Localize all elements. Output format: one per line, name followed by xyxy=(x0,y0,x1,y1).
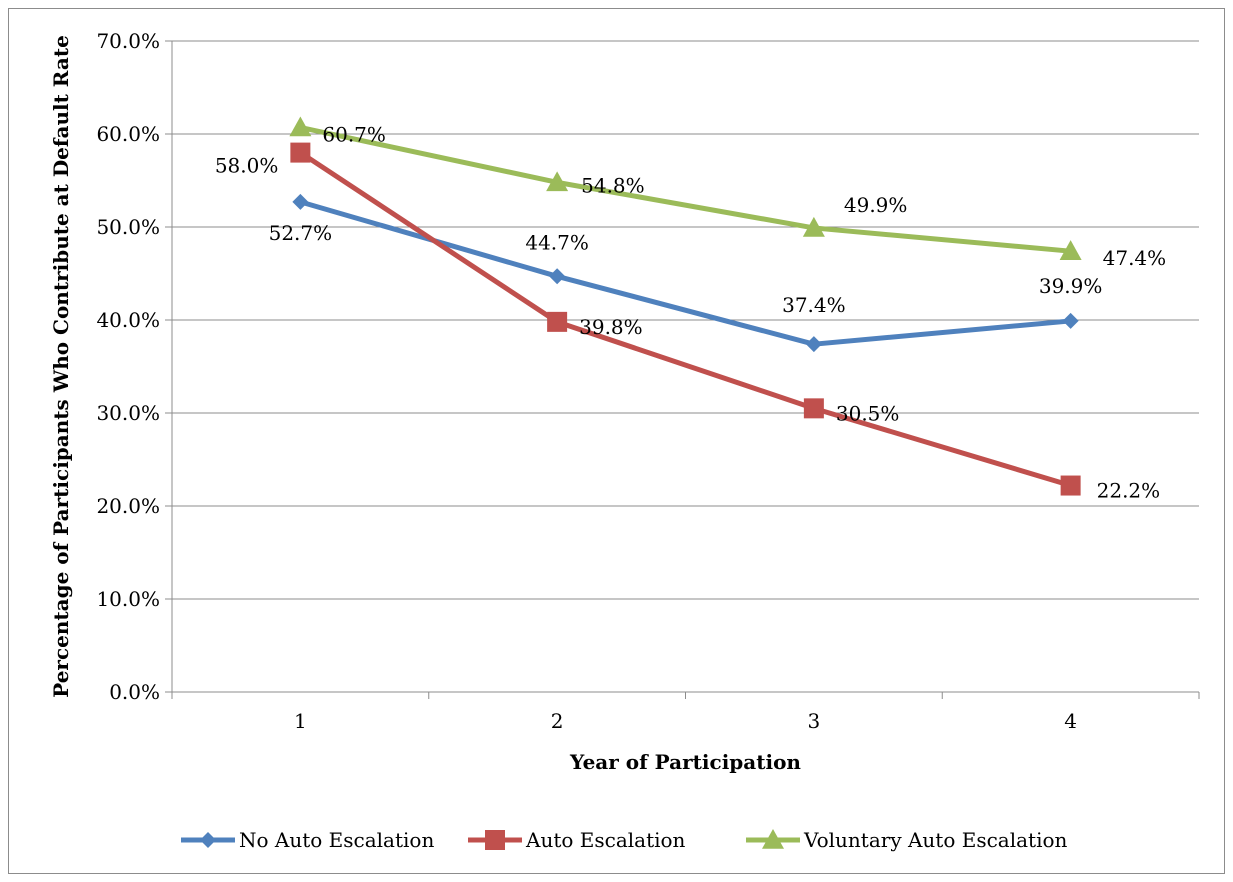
data-label: 39.8% xyxy=(579,315,643,339)
x-axis-ticks: 1 2 3 4 xyxy=(171,692,1200,733)
legend-marker xyxy=(485,830,505,850)
data-label: 47.4% xyxy=(1103,246,1167,270)
y-axis-ticks: 0.0% 10.0% 20.0% 30.0% 40.0% 50.0% 60.0% 70.0% xyxy=(96,29,172,704)
series-line xyxy=(297,150,1074,489)
y-tick-label: 30.0% xyxy=(96,401,160,425)
data-label: 60.7% xyxy=(322,122,386,146)
y-tick-label: 0.0% xyxy=(109,680,160,704)
data-label: 30.5% xyxy=(836,401,900,425)
legend-item: Auto Escalation xyxy=(468,828,686,852)
data-point xyxy=(805,336,822,353)
gridlines xyxy=(172,40,1199,600)
x-tick-label: 4 xyxy=(1064,709,1077,733)
x-tick-label: 2 xyxy=(551,709,564,733)
y-tick-label: 20.0% xyxy=(96,494,160,518)
legend-item: No Auto Escalation xyxy=(181,828,434,852)
data-label: 22.2% xyxy=(1097,479,1161,503)
x-tick-label: 1 xyxy=(294,709,307,733)
series-voluntary-auto-escalation xyxy=(289,116,1082,260)
legend: No Auto Escalation Auto Escalation Volunta… xyxy=(181,828,1068,852)
x-axis-title: Year of Participation xyxy=(569,750,801,774)
series-layer xyxy=(289,116,1082,496)
data-point xyxy=(803,398,824,419)
data-label: 52.7% xyxy=(269,221,333,245)
y-tick-label: 10.0% xyxy=(96,587,160,611)
legend-item: Voluntary Auto Escalation xyxy=(746,828,1068,852)
data-label: 37.4% xyxy=(782,293,846,317)
series-line xyxy=(297,124,1074,254)
data-point xyxy=(549,268,566,285)
data-point xyxy=(1059,240,1082,260)
legend-label: Voluntary Auto Escalation xyxy=(803,828,1068,852)
series-auto-escalation xyxy=(290,142,1081,496)
data-point xyxy=(802,216,825,237)
data-point xyxy=(290,142,311,163)
legend-label: Auto Escalation xyxy=(525,828,686,852)
x-tick-label: 3 xyxy=(808,709,821,733)
data-label: 49.9% xyxy=(844,193,908,217)
y-tick-label: 40.0% xyxy=(96,308,160,332)
data-label: 54.8% xyxy=(581,173,645,197)
data-labels: 52.7% 44.7% 37.4% 39.9% 58.0% 39.8% 30.5% 22.2%… xyxy=(215,122,1166,502)
data-point xyxy=(547,311,568,332)
legend-marker xyxy=(762,829,784,849)
series-no-auto-escalation xyxy=(292,193,1079,353)
data-point xyxy=(1062,312,1079,329)
chart-frame xyxy=(8,8,1225,874)
series-line xyxy=(297,199,1074,347)
data-point xyxy=(546,171,569,192)
y-tick-label: 50.0% xyxy=(96,215,160,239)
y-tick-label: 70.0% xyxy=(96,29,160,53)
y-tick-label: 60.0% xyxy=(96,122,160,146)
data-point xyxy=(292,193,309,210)
data-point xyxy=(289,116,312,137)
legend-label: No Auto Escalation xyxy=(239,828,434,852)
legend-marker xyxy=(200,832,216,848)
data-label: 39.9% xyxy=(1039,274,1103,298)
y-axis-title: Percentage of Participants Who Contribut… xyxy=(49,35,73,698)
data-label: 44.7% xyxy=(525,230,589,254)
data-label: 58.0% xyxy=(215,154,279,178)
data-point xyxy=(1060,475,1081,496)
